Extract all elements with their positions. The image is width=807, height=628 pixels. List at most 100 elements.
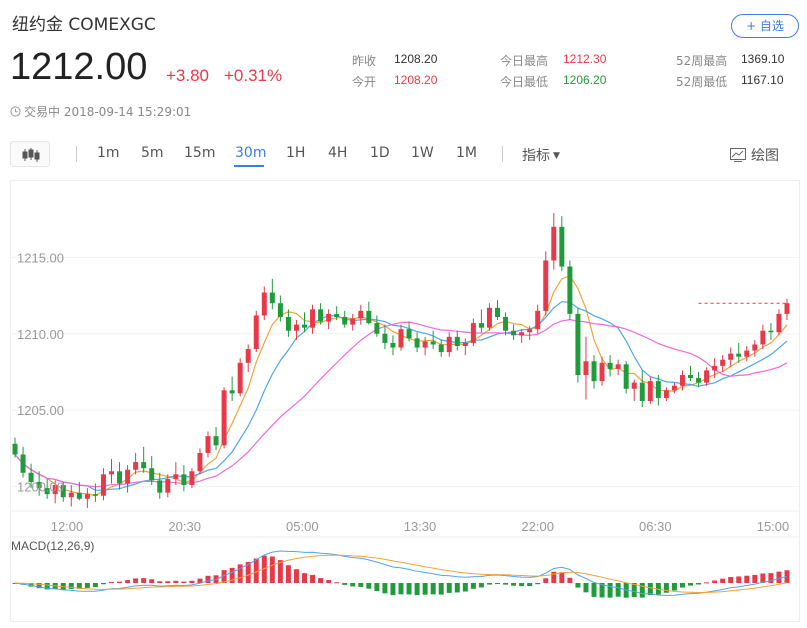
tab-30m[interactable]: 30m: [235, 145, 267, 161]
candle-body: [229, 390, 235, 394]
candle: [752, 339, 758, 357]
add-watchlist-button[interactable]: + 自选: [731, 14, 799, 38]
indicator-dropdown[interactable]: 指标 ▼: [522, 145, 560, 165]
macd-dea-line: [14, 554, 788, 594]
candle: [205, 431, 211, 458]
candle: [559, 216, 565, 272]
x-tick-label: 05:00: [286, 519, 319, 534]
candle: [535, 304, 541, 334]
candle-body: [100, 474, 106, 496]
macd-bar: [76, 583, 82, 589]
draw-button[interactable]: 绘图: [730, 145, 779, 165]
macd-bar: [631, 583, 637, 598]
macd-bar: [430, 583, 436, 595]
candle-body: [205, 436, 211, 453]
candle-body: [44, 488, 50, 495]
candle-body: [125, 469, 131, 484]
wk52-low-value: 1167.10: [741, 73, 784, 87]
candle: [221, 387, 227, 449]
candlestick-chart[interactable]: 1215.00 1210.00 1205.00 1200.00 12:00 20:30 05…: [11, 181, 799, 621]
macd-bar: [181, 581, 187, 583]
tab-5m[interactable]: 5m: [141, 145, 164, 161]
candle-body: [446, 336, 452, 353]
tab-4h[interactable]: 4H: [328, 145, 348, 161]
candle-body: [157, 480, 163, 493]
candle: [511, 324, 517, 340]
macd-bar: [285, 565, 291, 583]
candle-body: [688, 375, 693, 379]
candle-body: [76, 492, 82, 499]
candle: [591, 355, 597, 389]
macd-bar: [607, 583, 613, 598]
candle-body: [720, 359, 726, 366]
macd-bar: [575, 583, 581, 588]
candle-body: [109, 471, 114, 475]
macd-bar: [293, 569, 299, 583]
macd-bar: [221, 570, 227, 583]
chart-area[interactable]: 1215.00 1210.00 1205.00 1200.00 12:00 20:30 05…: [10, 180, 800, 622]
wk52-high-label: 52周最高: [676, 54, 728, 68]
candle: [125, 465, 131, 493]
tab-1w[interactable]: 1W: [411, 145, 434, 161]
candle: [20, 446, 26, 478]
candle-body: [495, 307, 500, 317]
candle-body: [752, 344, 758, 351]
candle: [430, 330, 436, 350]
candle-body: [173, 474, 179, 479]
macd-bar: [269, 556, 275, 583]
candle-body: [181, 474, 187, 486]
candle-body: [334, 313, 340, 317]
candle: [679, 370, 685, 391]
tab-15m[interactable]: 15m: [184, 145, 216, 161]
candle: [663, 387, 669, 401]
tab-1d[interactable]: 1D: [370, 145, 390, 161]
candle: [76, 481, 82, 501]
candle-body: [133, 462, 139, 470]
candle-body: [615, 364, 621, 369]
candle: [503, 312, 509, 336]
candle-body: [302, 324, 307, 328]
candle: [334, 306, 340, 321]
candle: [784, 298, 790, 321]
macd-bar: [671, 583, 677, 591]
candle-body: [84, 494, 90, 499]
candlestick-type-button[interactable]: [10, 141, 50, 167]
open-value: 1208.20: [394, 73, 438, 87]
candle: [390, 335, 396, 356]
candle: [760, 324, 766, 350]
candlestick-icon: [22, 148, 40, 162]
macd-bar: [511, 583, 517, 586]
tab-1h[interactable]: 1H: [286, 145, 306, 161]
macd-bar: [655, 583, 661, 595]
macd-bar: [302, 573, 307, 583]
macd-bar: [229, 567, 235, 583]
tab-1m[interactable]: 1m: [97, 145, 120, 161]
tab-1mo[interactable]: 1M: [456, 145, 477, 161]
candle-body: [414, 338, 420, 348]
macd-bar: [189, 580, 195, 583]
candle-body: [776, 313, 782, 333]
candle-body: [60, 485, 66, 498]
macd-bar: [382, 583, 388, 594]
candle: [245, 344, 251, 372]
candle-body: [350, 318, 356, 325]
macd-bar: [559, 572, 565, 583]
macd-bar: [752, 574, 758, 583]
candle: [382, 324, 388, 350]
ma-long-line: [14, 318, 788, 488]
candle-body: [639, 382, 645, 401]
candle: [470, 318, 476, 346]
macd-bar: [310, 574, 316, 583]
day-low-label: 今日最低: [500, 75, 549, 89]
macd-bar: [261, 555, 267, 583]
candle: [310, 304, 316, 334]
macd-bar: [342, 583, 348, 585]
macd-bar: [100, 583, 106, 585]
candle-body: [543, 260, 549, 311]
candle: [229, 376, 235, 401]
candle: [36, 471, 42, 496]
candle-body: [736, 353, 742, 357]
candle: [326, 309, 332, 330]
macd-bar: [68, 583, 74, 589]
candle-body: [245, 349, 251, 363]
